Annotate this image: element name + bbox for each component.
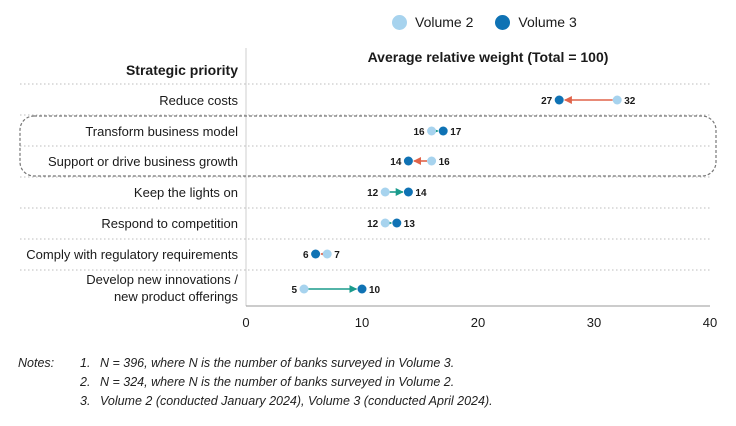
notes-label: Notes: bbox=[18, 356, 55, 370]
data-label: 13 bbox=[404, 219, 416, 230]
volume-2-point bbox=[612, 95, 622, 105]
legend-item-volume-2: Volume 2 bbox=[392, 14, 473, 30]
x-tick-label: 0 bbox=[242, 315, 249, 330]
data-label: 14 bbox=[390, 157, 402, 168]
data-label: 14 bbox=[415, 188, 427, 199]
data-label: 10 bbox=[369, 285, 381, 296]
x-tick-label: 30 bbox=[587, 315, 601, 330]
volume-2-point bbox=[427, 126, 437, 136]
volume-3-point bbox=[357, 284, 367, 294]
category-label: new product offerings bbox=[114, 289, 239, 304]
legend-item-volume-3: Volume 3 bbox=[495, 14, 577, 30]
note-text: N = 396, where N is the number of banks … bbox=[100, 356, 455, 370]
data-label: 12 bbox=[367, 219, 379, 230]
category-label: Keep the lights on bbox=[134, 185, 238, 200]
chart-legend: Volume 2 Volume 3 bbox=[392, 14, 599, 30]
category-label: Develop new innovations / bbox=[86, 272, 238, 287]
volume-3-point bbox=[392, 218, 402, 228]
chart-title: Average relative weight (Total = 100) bbox=[368, 49, 609, 65]
volume-3-point bbox=[403, 187, 413, 197]
x-tick-label: 20 bbox=[471, 315, 485, 330]
volume-2-point bbox=[322, 249, 332, 259]
x-tick-label: 40 bbox=[703, 315, 717, 330]
data-label: 7 bbox=[334, 250, 340, 261]
volume-3-point bbox=[311, 249, 321, 259]
category-label: Transform business model bbox=[85, 124, 238, 139]
note-number: 3. bbox=[80, 394, 91, 408]
category-label: Support or drive business growth bbox=[48, 154, 238, 169]
volume-3-point bbox=[554, 95, 564, 105]
data-label: 5 bbox=[291, 285, 297, 296]
volume-2-point bbox=[427, 156, 437, 166]
legend-marker-volume-3 bbox=[495, 14, 511, 30]
category-label: Comply with regulatory requirements bbox=[26, 247, 238, 262]
data-label: 17 bbox=[450, 127, 462, 138]
category-header: Strategic priority bbox=[126, 62, 238, 78]
dumbbell-chart: Average relative weight (Total = 100) Str… bbox=[19, 48, 717, 330]
category-label: Reduce costs bbox=[159, 93, 238, 108]
volume-3-point bbox=[403, 156, 413, 166]
data-label: 6 bbox=[303, 250, 309, 261]
legend-label-volume-2: Volume 2 bbox=[415, 14, 474, 30]
category-label: Respond to competition bbox=[101, 216, 238, 231]
note-number: 1. bbox=[80, 356, 91, 370]
data-label: 27 bbox=[541, 96, 553, 107]
volume-2-point bbox=[299, 284, 309, 294]
note-number: 2. bbox=[80, 375, 91, 389]
note-text: Volume 2 (conducted January 2024), Volum… bbox=[100, 394, 493, 408]
data-label: 16 bbox=[439, 157, 451, 168]
legend-marker-volume-2 bbox=[392, 14, 407, 30]
note-text: N = 324, where N is the number of banks … bbox=[100, 375, 455, 389]
volume-2-point bbox=[380, 218, 390, 228]
volume-3-point bbox=[438, 126, 448, 136]
data-label: 32 bbox=[624, 96, 636, 107]
highlight-group-box bbox=[19, 115, 717, 177]
volume-2-point bbox=[380, 187, 390, 197]
x-tick-label: 10 bbox=[355, 315, 369, 330]
data-label: 16 bbox=[413, 127, 425, 138]
data-label: 12 bbox=[367, 188, 379, 199]
legend-label-volume-3: Volume 3 bbox=[518, 14, 577, 30]
